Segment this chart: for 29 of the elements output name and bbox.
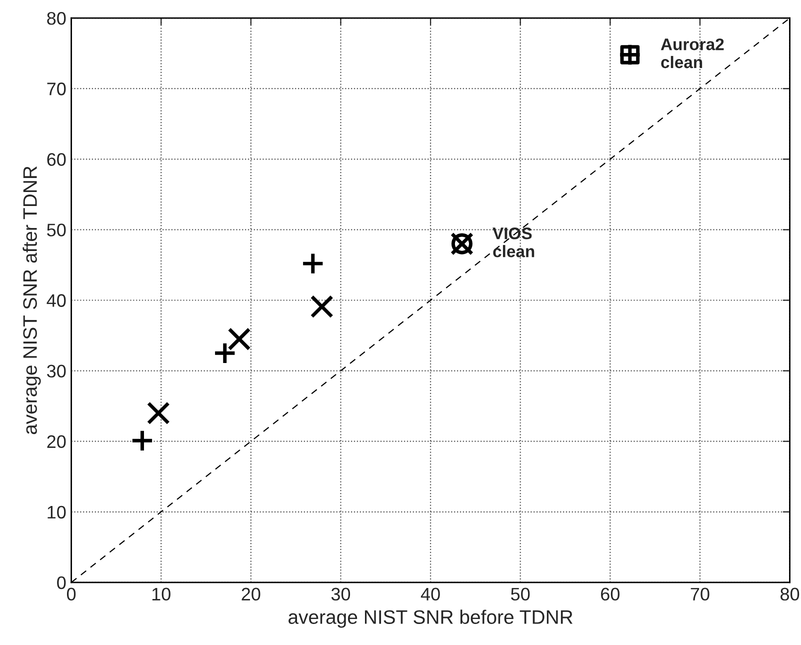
x-tick-label: 0 <box>66 588 76 601</box>
x-tick-label: 70 <box>690 588 710 601</box>
annotation: VIOS clean <box>492 228 534 258</box>
point <box>213 342 236 365</box>
point <box>228 327 251 351</box>
annotation: Aurora2 clean <box>660 38 724 68</box>
x-tick-label: 50 <box>511 588 530 601</box>
x-tick-label: 60 <box>601 588 620 601</box>
y-tick-label: 0 <box>57 576 66 590</box>
point <box>450 232 474 256</box>
y-tick-label: 70 <box>47 82 66 96</box>
point <box>310 295 334 318</box>
x-tick-label: 30 <box>331 588 350 601</box>
y-axis-title: average NIST SNR after TDNR <box>22 166 41 434</box>
y-tick-label: 80 <box>47 12 66 25</box>
y-tick-label: 40 <box>46 294 66 307</box>
y-tick-label: 30 <box>47 364 66 378</box>
y-tick-label: 50 <box>47 224 66 236</box>
x-axis-title: average NIST SNR before TDNR <box>288 610 572 628</box>
y-tick-label: 20 <box>47 435 66 448</box>
point <box>301 252 324 276</box>
x-tick-label: 40 <box>420 588 440 601</box>
point <box>130 429 154 452</box>
x-tick-label: 20 <box>242 588 260 601</box>
point <box>146 402 170 425</box>
y-tick-label: 10 <box>48 506 66 519</box>
x-tick-label: 80 <box>780 588 800 601</box>
x-tick-label: 10 <box>152 588 170 601</box>
y-tick-label: 60 <box>47 153 66 166</box>
